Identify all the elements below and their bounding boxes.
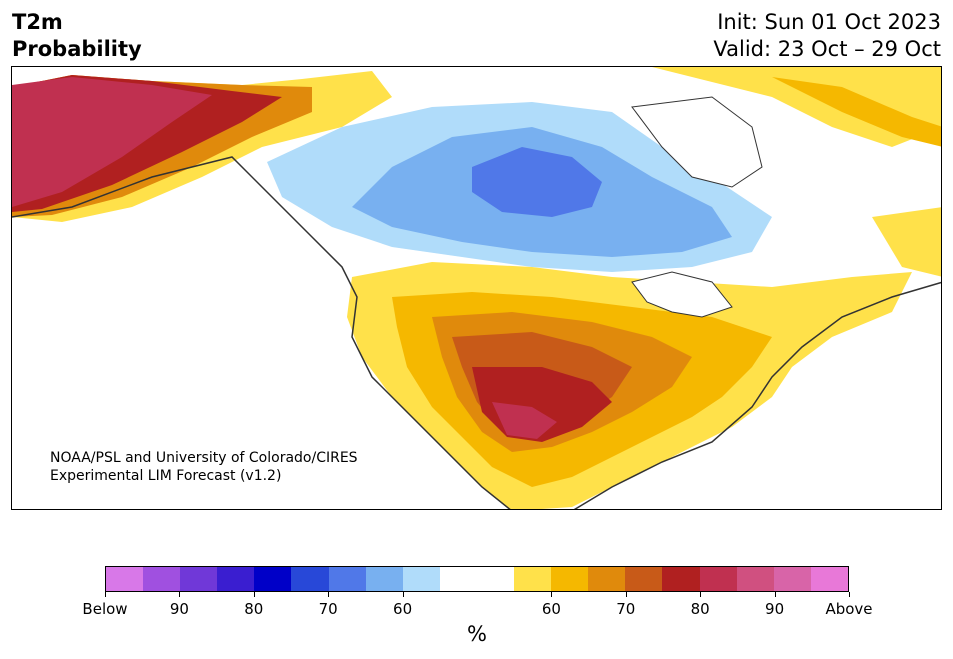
colorbar-tick — [551, 592, 553, 597]
colorbar-segment — [291, 567, 329, 591]
colorbar-tick — [849, 592, 850, 597]
colorbar-segment — [217, 567, 255, 591]
colorbar-tick — [105, 592, 106, 597]
colorbar-tick — [253, 592, 255, 597]
warm-region-northeast-70 — [772, 77, 941, 147]
warm-region-northeast — [652, 67, 941, 147]
colorbar-tick — [774, 592, 776, 597]
colorbar-segment — [328, 567, 366, 591]
colorbar-segment — [476, 567, 515, 591]
colorbar-label: 70 — [318, 600, 338, 618]
forecast-map: NOAA/PSL and University of Colorado/CIRE… — [11, 66, 942, 510]
warm-region-alaska-90 — [12, 77, 212, 207]
hudson-bay — [631, 96, 763, 188]
colorbar-label: 80 — [690, 600, 710, 618]
cold-region-dark — [472, 147, 602, 217]
probability-colorbar — [105, 566, 849, 592]
warm-region-maritimes — [872, 207, 941, 277]
credit-line-2: Experimental LIM Forecast (v1.2) — [50, 468, 282, 484]
colorbar-label: 60 — [541, 600, 561, 618]
colorbar-tick — [328, 592, 330, 597]
colorbar-segment — [143, 567, 181, 591]
map-credit: NOAA/PSL and University of Colorado/CIRE… — [50, 449, 358, 485]
colorbar-segment — [402, 567, 440, 591]
colorbar-segment — [736, 567, 774, 591]
colorbar-label: 90 — [169, 600, 189, 618]
colorbar-label: 90 — [765, 600, 785, 618]
colorbar-segment — [254, 567, 292, 591]
credit-line-1: NOAA/PSL and University of Colorado/CIRE… — [50, 450, 358, 466]
colorbar-label: Below — [82, 600, 128, 618]
colorbar-tick — [402, 592, 404, 597]
colorbar-label: 60 — [393, 600, 413, 618]
colorbar-segment — [514, 567, 552, 591]
colorbar-tick — [179, 592, 181, 597]
great-lakes — [631, 271, 733, 318]
map-svg — [12, 67, 941, 509]
colorbar-tick — [700, 592, 702, 597]
colorbar-segment — [106, 567, 144, 591]
forecast-dates: Init: Sun 01 Oct 2023 Valid: 23 Oct – 29… — [713, 9, 941, 63]
colorbar-segment — [588, 567, 626, 591]
init-date: Init: Sun 01 Oct 2023 — [717, 10, 941, 34]
colorbar-segment — [439, 567, 477, 591]
colorbar-segment — [625, 567, 663, 591]
colorbar-segment — [551, 567, 589, 591]
colorbar-label: 80 — [244, 600, 264, 618]
map-title: T2m Probability — [12, 10, 142, 61]
colorbar-label: Above — [825, 600, 873, 618]
valid-range: Valid: 23 Oct – 29 Oct — [713, 37, 941, 61]
colorbar-segment — [180, 567, 218, 591]
colorbar-segment — [662, 567, 700, 591]
colorbar-label: 70 — [616, 600, 636, 618]
warm-region-texas-90 — [492, 402, 557, 439]
colorbar-tick — [625, 592, 627, 597]
colorbar-unit: % — [467, 622, 487, 646]
coastline — [12, 156, 941, 509]
colorbar-segment — [810, 567, 848, 591]
colorbar-segment — [365, 567, 403, 591]
colorbar-segment — [699, 567, 737, 591]
colorbar-segment — [773, 567, 811, 591]
